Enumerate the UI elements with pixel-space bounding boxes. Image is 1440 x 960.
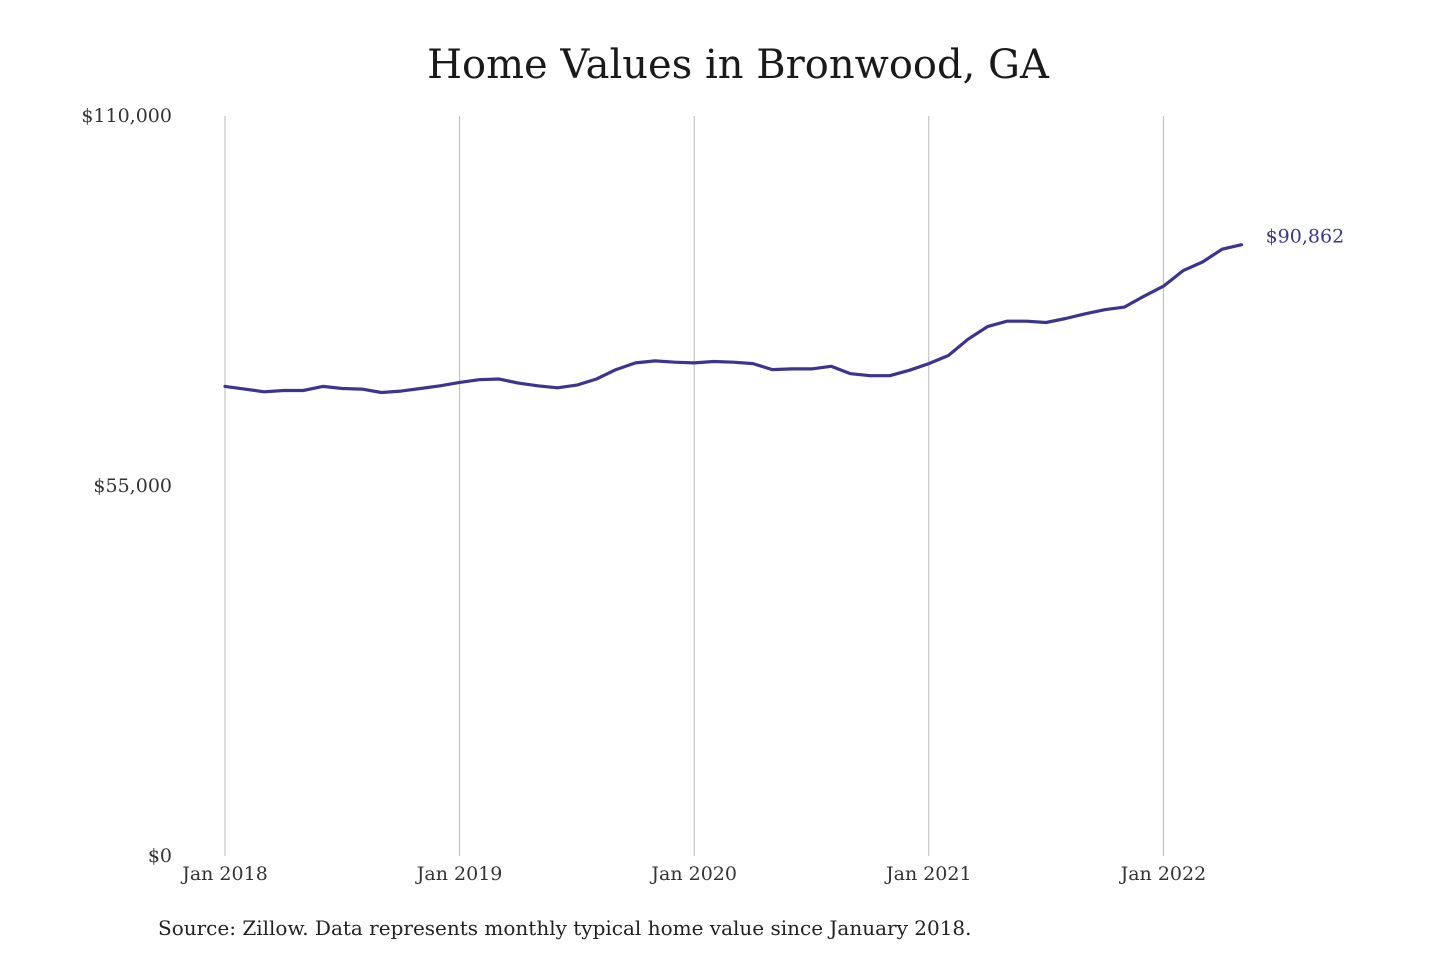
gridlines [224, 116, 1164, 856]
source-note: Source: Zillow. Data represents monthly … [158, 916, 972, 940]
y-tick-label: $55,000 [93, 475, 172, 497]
x-tick-label: Jan 2022 [1119, 863, 1207, 885]
x-tick-label: Jan 2020 [649, 863, 737, 885]
x-tick-label: Jan 2018 [180, 863, 268, 885]
y-axis-ticks: $0 $55,000 $110,000 [81, 105, 172, 867]
y-tick-label: $0 [148, 845, 172, 867]
y-tick-label: $110,000 [81, 105, 172, 127]
x-tick-label: Jan 2019 [415, 863, 503, 885]
end-value-label: $90,862 [1266, 226, 1345, 248]
x-tick-label: Jan 2021 [884, 863, 972, 885]
chart-title: Home Values in Bronwood, GA [427, 42, 1049, 88]
x-axis-ticks: Jan 2018 Jan 2019 Jan 2020 Jan 2021 Jan 2022 [180, 863, 1206, 885]
annotation-layer: $90,862 [1266, 226, 1345, 248]
series-line-0 [223, 243, 1244, 395]
series-layer [223, 243, 1244, 395]
